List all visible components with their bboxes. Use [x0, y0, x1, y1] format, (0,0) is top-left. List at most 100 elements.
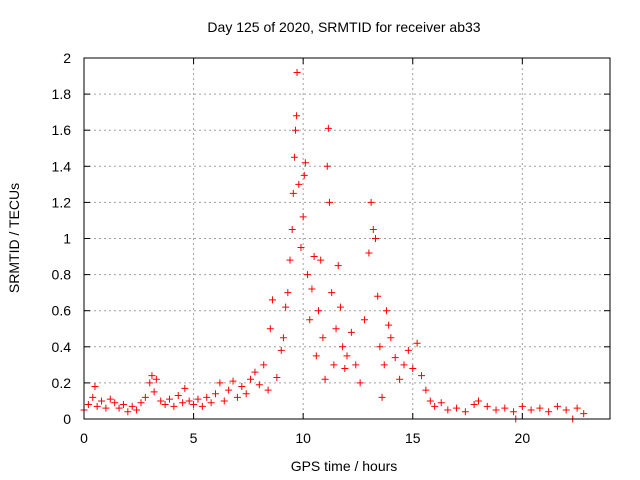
data-point — [304, 271, 312, 279]
data-point — [137, 399, 145, 407]
data-point — [198, 402, 206, 410]
data-point — [475, 397, 482, 405]
data-point — [106, 395, 114, 403]
data-point — [216, 379, 224, 387]
data-point — [308, 285, 316, 293]
data-point — [470, 401, 478, 409]
y-tick-label: 0.4 — [52, 339, 72, 355]
data-point — [573, 404, 581, 412]
x-tick-label: 20 — [515, 430, 531, 446]
data-point — [133, 406, 141, 414]
data-point — [260, 361, 268, 369]
data-point — [483, 402, 491, 410]
data-point — [255, 381, 263, 389]
data-point — [89, 393, 97, 401]
data-point — [293, 112, 301, 120]
data-point — [115, 404, 123, 412]
data-point — [352, 361, 360, 369]
y-axis-label: SRMTID / TECUs — [6, 183, 22, 293]
data-point — [165, 395, 173, 403]
data-point — [301, 159, 309, 167]
data-point — [212, 390, 219, 398]
data-point — [369, 225, 377, 233]
data-point — [312, 352, 320, 360]
data-point — [194, 395, 202, 403]
data-point — [334, 262, 342, 270]
data-point — [382, 307, 390, 315]
chart-title: Day 125 of 2020, SRMTID for receiver ab3… — [207, 19, 480, 35]
data-point — [289, 189, 297, 197]
data-point — [264, 386, 272, 394]
data-point — [343, 352, 351, 360]
data-point — [233, 393, 241, 401]
data-point — [437, 399, 445, 407]
data-point — [527, 406, 535, 414]
data-point — [98, 397, 106, 405]
data-point — [247, 375, 255, 383]
data-point — [361, 316, 369, 324]
data-point — [330, 361, 338, 369]
data-point — [426, 397, 434, 405]
data-point — [238, 383, 246, 391]
data-point — [266, 325, 274, 333]
data-point — [306, 316, 314, 324]
data-point — [371, 235, 379, 242]
data-point — [580, 410, 588, 418]
data-point — [380, 361, 388, 369]
data-point — [279, 334, 287, 342]
y-tick-label: 1 — [63, 231, 71, 247]
data-point — [492, 406, 500, 414]
data-point — [453, 404, 461, 412]
data-point — [396, 375, 404, 383]
y-tick-label: 0.2 — [52, 375, 72, 391]
y-tick-label: 1.6 — [52, 122, 72, 138]
data-point — [220, 397, 228, 405]
y-tick-label: 0.6 — [52, 303, 72, 319]
data-point — [251, 368, 259, 376]
data-point — [365, 249, 373, 257]
data-point — [297, 244, 305, 252]
y-tick-label: 0 — [63, 411, 71, 427]
data-point — [336, 303, 344, 311]
data-point — [324, 124, 332, 132]
data-point — [404, 346, 412, 354]
data-point — [385, 321, 393, 329]
data-point — [367, 198, 375, 206]
data-point — [124, 408, 132, 416]
data-point — [347, 328, 355, 336]
data-point — [229, 377, 237, 385]
data-point — [91, 383, 99, 391]
data-point — [413, 339, 421, 347]
data-point — [170, 402, 178, 410]
y-tick-label: 0.8 — [52, 267, 72, 283]
data-point — [319, 334, 327, 342]
y-tick-labels: 0 0.2 0.4 0.6 0.8 1 1.2 1.4 1.6 1.8 2 — [52, 50, 72, 427]
data-point — [277, 346, 285, 354]
x-tick-label: 15 — [405, 430, 421, 446]
data-point — [501, 404, 509, 412]
data-point — [141, 393, 149, 401]
data-point — [328, 289, 336, 297]
data-point — [339, 343, 347, 351]
data-point — [562, 406, 570, 414]
x-tick-label: 10 — [295, 430, 311, 446]
data-point — [288, 225, 296, 233]
data-point — [111, 399, 119, 407]
data-point — [300, 171, 308, 179]
data-point — [93, 402, 101, 410]
data-point — [400, 361, 408, 369]
data-point — [461, 408, 469, 416]
data-point — [341, 364, 349, 372]
data-point — [179, 399, 187, 407]
data-point — [273, 373, 281, 381]
ticks — [83, 57, 610, 420]
data-point — [376, 343, 384, 351]
data-point — [291, 126, 299, 134]
data-point — [119, 401, 127, 409]
data-point — [536, 404, 544, 412]
data-point — [203, 393, 211, 401]
data-point — [190, 401, 198, 409]
data-point — [185, 397, 193, 405]
plot-frame — [83, 57, 611, 420]
